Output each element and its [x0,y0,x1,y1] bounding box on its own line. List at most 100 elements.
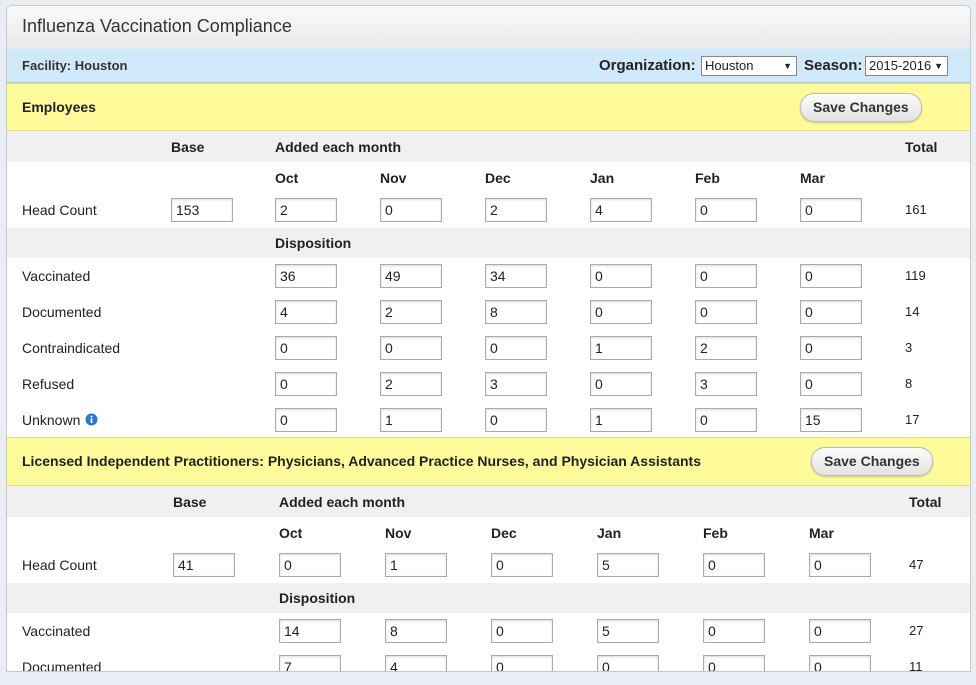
month-input[interactable]: 0 [695,264,757,288]
save-button[interactable]: Save Changes [800,93,922,122]
month-label: Oct [279,525,303,541]
month-input[interactable]: 0 [800,264,862,288]
total-label: Total [909,494,942,510]
month-input[interactable]: 0 [703,553,765,577]
base-label: Base [173,494,207,510]
month-label: Dec [491,525,517,541]
month-input[interactable]: 34 [485,264,547,288]
month-input[interactable]: 7 [279,655,341,671]
disposition-row [7,583,970,613]
month-input[interactable]: 1 [380,408,442,432]
row-label: Head Count [22,202,97,218]
month-input[interactable]: 0 [380,336,442,360]
save-button[interactable]: Save Changes [811,447,933,476]
month-input[interactable]: 5 [597,553,659,577]
month-input[interactable]: 3 [485,372,547,396]
section-title: Employees [22,99,96,115]
row-total: 47 [909,557,924,572]
row-label: Contraindicated [22,340,121,356]
base-label: Base [171,139,205,155]
month-input[interactable]: 2 [695,336,757,360]
month-input[interactable]: 0 [275,372,337,396]
month-label: Dec [485,170,511,186]
month-input[interactable]: 2 [380,372,442,396]
base-input[interactable]: 41 [173,553,235,577]
row-total: 14 [905,304,920,319]
month-input[interactable]: 0 [800,372,862,396]
row-label: Vaccinated [22,623,91,639]
month-input[interactable]: 2 [485,198,547,222]
month-input[interactable]: 14 [279,619,341,643]
organization-select[interactable]: Houston ▼ [701,56,797,76]
season-select[interactable]: 2015-2016 ▼ [865,56,948,76]
month-input[interactable]: 0 [800,198,862,222]
month-input[interactable]: 0 [590,372,652,396]
row-total: 11 [909,659,923,672]
month-input[interactable]: 8 [485,300,547,324]
row-total: 119 [905,268,926,283]
month-input[interactable]: 2 [380,300,442,324]
month-input[interactable]: 4 [275,300,337,324]
month-input[interactable]: 2 [275,198,337,222]
month-input[interactable]: 0 [800,336,862,360]
month-input[interactable]: 0 [695,408,757,432]
added-label: Added each month [279,494,406,510]
base-input[interactable]: 153 [171,198,233,222]
month-input[interactable]: 0 [809,619,871,643]
month-input[interactable]: 0 [809,655,871,671]
month-label: Feb [703,525,728,541]
month-input[interactable]: 1 [590,336,652,360]
row-label: Vaccinated [22,268,91,284]
facility-bar: Facility: Houston Organization: Houston ▼… [7,49,970,83]
total-label: Total [905,139,938,155]
month-input[interactable]: 0 [800,300,862,324]
month-input[interactable]: 8 [385,619,447,643]
month-input[interactable]: 0 [590,264,652,288]
month-input[interactable]: 1 [385,553,447,577]
row-total: 17 [905,412,920,427]
month-label: Oct [275,170,299,186]
month-input[interactable]: 36 [275,264,337,288]
month-label: Nov [385,525,412,541]
month-input[interactable]: 4 [385,655,447,671]
month-input[interactable]: 0 [703,619,765,643]
month-input[interactable]: 0 [275,336,337,360]
month-input[interactable]: 0 [695,300,757,324]
month-label: Feb [695,170,720,186]
month-input[interactable]: 15 [800,408,862,432]
month-label: Mar [800,170,825,186]
month-input[interactable]: 0 [491,655,553,671]
info-icon[interactable] [80,412,98,428]
month-input[interactable]: 3 [695,372,757,396]
month-input[interactable]: 0 [590,300,652,324]
row-label: Head Count [22,557,97,573]
month-input[interactable]: 5 [597,619,659,643]
month-label: Jan [590,170,615,186]
month-input[interactable]: 0 [485,408,547,432]
added-label: Added each month [275,139,402,155]
section-title: Licensed Independent Practitioners: Phys… [22,453,701,469]
month-input[interactable]: 0 [491,553,553,577]
row-label: Refused [22,376,75,392]
month-input[interactable]: 0 [279,553,341,577]
month-input[interactable]: 0 [491,619,553,643]
month-input[interactable]: 4 [590,198,652,222]
facility: Facility: Houston [22,58,128,73]
month-input[interactable]: 49 [380,264,442,288]
organization-label: Organization: [599,57,696,74]
row-total: 161 [905,202,927,217]
title-bar: Influenza Vaccination Compliance [7,6,970,50]
month-input[interactable]: 0 [485,336,547,360]
month-label: Mar [809,525,834,541]
month-input[interactable]: 0 [380,198,442,222]
column-header-row [7,131,970,162]
month-input[interactable]: 0 [703,655,765,671]
month-input[interactable]: 0 [695,198,757,222]
month-input[interactable]: 1 [590,408,652,432]
month-input[interactable]: 0 [597,655,659,671]
row-label: Unknown [22,412,98,428]
month-input[interactable]: 0 [809,553,871,577]
month-input[interactable]: 0 [275,408,337,432]
row-label: Documented [22,659,102,672]
